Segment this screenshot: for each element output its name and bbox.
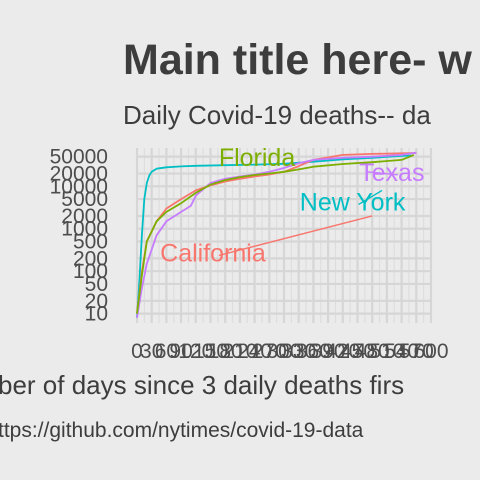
y-tick-label: 10000 xyxy=(50,175,108,198)
x-tick-label: 360 xyxy=(296,340,331,363)
label-leader-line xyxy=(367,171,398,176)
x-tick-label: 390 xyxy=(311,340,346,363)
y-tick-label: 500 xyxy=(73,231,108,254)
x-tick-label: 300 xyxy=(266,340,301,363)
x-tick-label: 240 xyxy=(237,340,272,363)
series-line-florida xyxy=(136,154,415,314)
label-leader-line xyxy=(358,189,383,206)
x-tick-label: 210 xyxy=(222,340,257,363)
x-tick-label: 150 xyxy=(193,340,228,363)
chart-caption: ttps://github.com/nytimes/covid-19-data xyxy=(0,419,364,442)
y-tick-label: 20 xyxy=(85,290,108,313)
series-line-new-york xyxy=(136,154,412,318)
y-tick-label: 50000 xyxy=(50,146,108,169)
series-line-texas xyxy=(136,151,417,318)
y-tick-label: 50 xyxy=(85,273,108,296)
y-tick-label: 1000 xyxy=(61,218,108,241)
chart-title: Main title here- w xyxy=(123,36,472,84)
x-tick-label: 450 xyxy=(340,340,375,363)
x-tick-label: 420 xyxy=(325,340,360,363)
x-tick-label: 0 xyxy=(131,340,143,363)
x-tick-label: 270 xyxy=(252,340,287,363)
x-tick-label: 60 xyxy=(155,340,178,363)
y-tick-label: 10 xyxy=(85,303,108,326)
series-label-new-york: New York xyxy=(300,188,406,216)
grid xyxy=(135,148,433,323)
y-tick-label: 5000 xyxy=(61,188,108,211)
y-tick-label: 2000 xyxy=(61,205,108,228)
chart-subtitle: Daily Covid-19 deaths-- da xyxy=(123,100,431,130)
series-label-florida: Florida xyxy=(219,144,296,172)
y-tick-label: 200 xyxy=(73,247,108,270)
x-tick-label: 330 xyxy=(281,340,316,363)
label-leader-line xyxy=(218,215,373,257)
series-lines xyxy=(136,151,417,318)
x-tick-label: 30 xyxy=(140,340,163,363)
x-tick-label: 90 xyxy=(169,340,192,363)
x-tick-label: 120 xyxy=(178,340,213,363)
series-label-california: California xyxy=(160,239,266,267)
x-tick-label: 600 xyxy=(413,340,448,363)
x-tick-label: 540 xyxy=(384,340,419,363)
x-tick-label: 510 xyxy=(369,340,404,363)
x-tick-label: 480 xyxy=(355,340,390,363)
axes: 1020501002005001000200050001000020000500… xyxy=(50,146,449,363)
y-tick-label: 100 xyxy=(73,260,108,283)
x-axis-title: ber of days since 3 daily deaths firs xyxy=(0,370,404,400)
x-tick-label: 180 xyxy=(208,340,243,363)
x-tick-label: 570 xyxy=(399,340,434,363)
series-label-texas: Texas xyxy=(359,159,424,187)
y-tick-label: 20000 xyxy=(50,163,108,186)
